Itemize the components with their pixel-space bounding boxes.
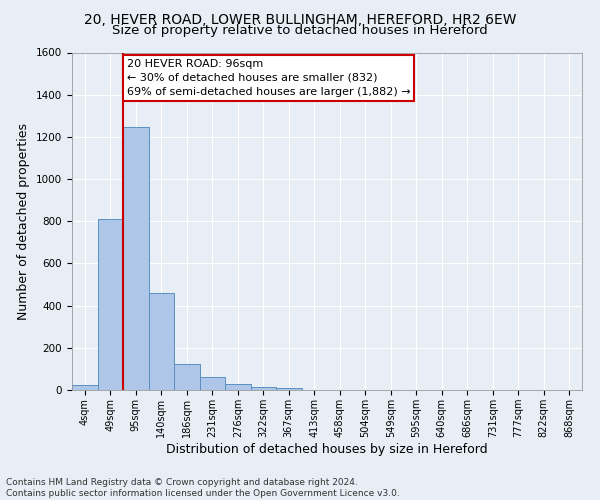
Bar: [199, 378, 225, 390]
X-axis label: Distribution of detached houses by size in Hereford: Distribution of detached houses by size …: [166, 442, 488, 456]
Bar: [97, 219, 123, 390]
Bar: [276, 388, 302, 390]
Bar: [174, 364, 199, 390]
Text: Size of property relative to detached houses in Hereford: Size of property relative to detached ho…: [112, 24, 488, 37]
Text: 20 HEVER ROAD: 96sqm
← 30% of detached houses are smaller (832)
69% of semi-deta: 20 HEVER ROAD: 96sqm ← 30% of detached h…: [127, 59, 410, 97]
Text: 20, HEVER ROAD, LOWER BULLINGHAM, HEREFORD, HR2 6EW: 20, HEVER ROAD, LOWER BULLINGHAM, HEREFO…: [84, 12, 516, 26]
Y-axis label: Number of detached properties: Number of detached properties: [17, 122, 31, 320]
Bar: [225, 384, 251, 390]
Bar: [123, 128, 149, 390]
Bar: [149, 293, 174, 390]
Bar: [251, 387, 276, 390]
Text: Contains HM Land Registry data © Crown copyright and database right 2024.
Contai: Contains HM Land Registry data © Crown c…: [6, 478, 400, 498]
Bar: [72, 384, 97, 390]
